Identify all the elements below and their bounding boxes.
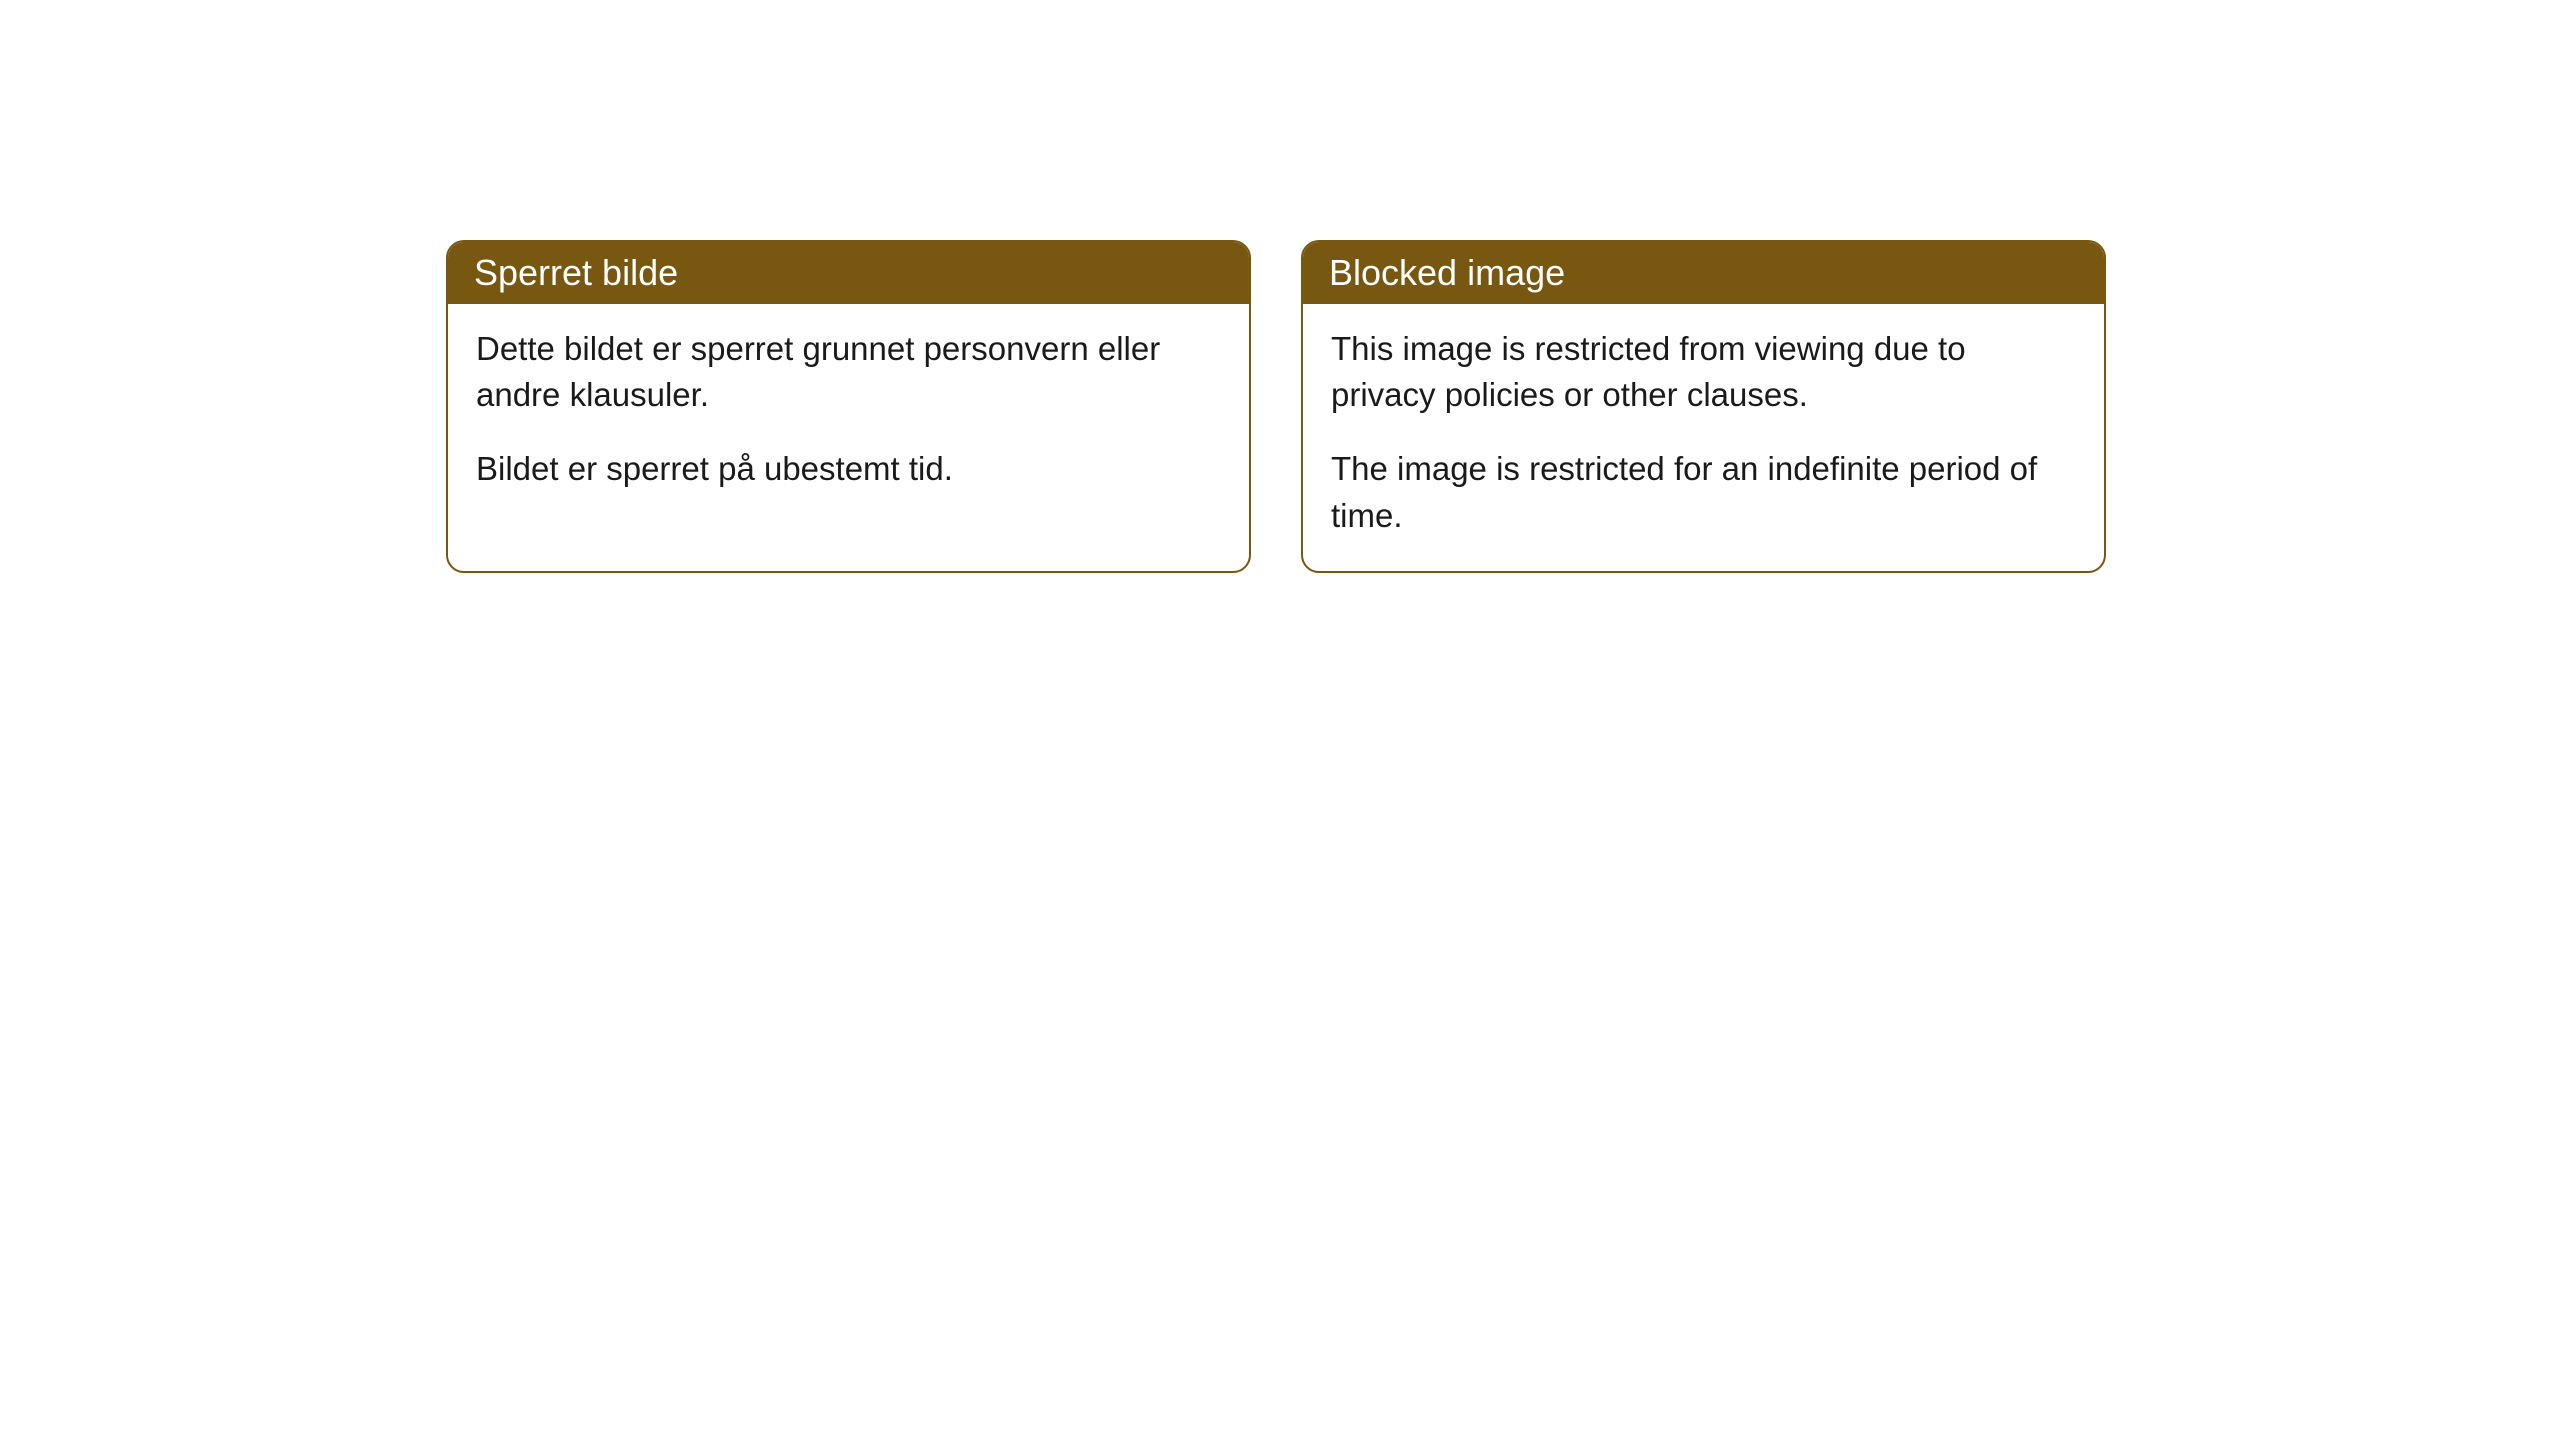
notice-para-1: Dette bildet er sperret grunnet personve… <box>476 326 1221 418</box>
notice-box-norwegian: Sperret bilde Dette bildet er sperret gr… <box>446 240 1251 573</box>
notice-header-english: Blocked image <box>1303 242 2104 304</box>
notice-para-1: This image is restricted from viewing du… <box>1331 326 2076 418</box>
notice-container: Sperret bilde Dette bildet er sperret gr… <box>446 240 2106 573</box>
notice-para-2: Bildet er sperret på ubestemt tid. <box>476 446 1221 492</box>
notice-body-norwegian: Dette bildet er sperret grunnet personve… <box>448 304 1249 525</box>
notice-para-2: The image is restricted for an indefinit… <box>1331 446 2076 538</box>
notice-box-english: Blocked image This image is restricted f… <box>1301 240 2106 573</box>
notice-header-norwegian: Sperret bilde <box>448 242 1249 304</box>
notice-body-english: This image is restricted from viewing du… <box>1303 304 2104 571</box>
